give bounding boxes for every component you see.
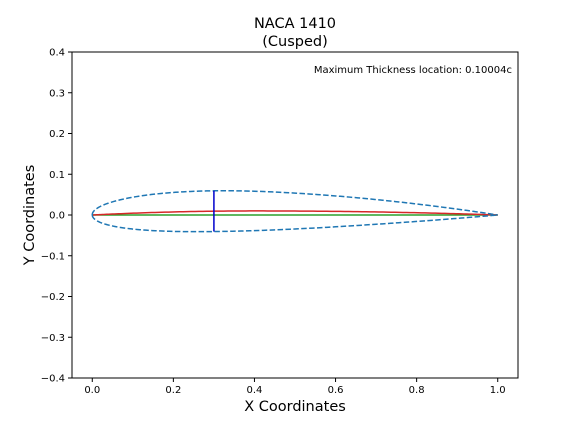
x-tick-label: 1.0 — [490, 385, 506, 396]
x-tick-label: 0.8 — [409, 385, 425, 396]
x-tick-label: 0.6 — [328, 385, 344, 396]
chart-subtitle: (Cusped) — [262, 34, 328, 50]
y-tick-label: 0.1 — [49, 170, 65, 181]
chart-title: NACA 1410 — [254, 16, 336, 32]
y-axis-label: Y Coordinates — [22, 165, 38, 267]
camber-line — [92, 210, 498, 216]
lower-surface-line — [91, 214, 498, 233]
y-tick-label: 0.2 — [49, 129, 65, 140]
y-tick-label: −0.2 — [41, 292, 65, 303]
y-tick-label: −0.4 — [41, 374, 65, 385]
max-thickness-annotation: Maximum Thickness location: 0.10004c — [314, 65, 512, 76]
y-tick-label: −0.3 — [41, 333, 65, 344]
upper-surface-line — [91, 189, 498, 216]
x-tick-label: 0.0 — [84, 385, 100, 396]
y-tick-label: 0.4 — [49, 48, 65, 59]
x-tick-label: 0.2 — [165, 385, 181, 396]
y-tick-label: 0.3 — [49, 88, 65, 99]
plot-area — [91, 189, 498, 233]
y-axis-ticks: −0.4 −0.3 −0.2 −0.1 0.0 0.1 0.2 0.3 0.4 — [41, 48, 72, 385]
y-tick-label: 0.0 — [49, 211, 65, 222]
x-tick-label: 0.4 — [247, 385, 263, 396]
x-axis-ticks: 0.0 0.2 0.4 0.6 0.8 1.0 — [84, 378, 506, 396]
y-tick-label: −0.1 — [41, 251, 65, 262]
x-axis-label: X Coordinates — [244, 399, 346, 415]
